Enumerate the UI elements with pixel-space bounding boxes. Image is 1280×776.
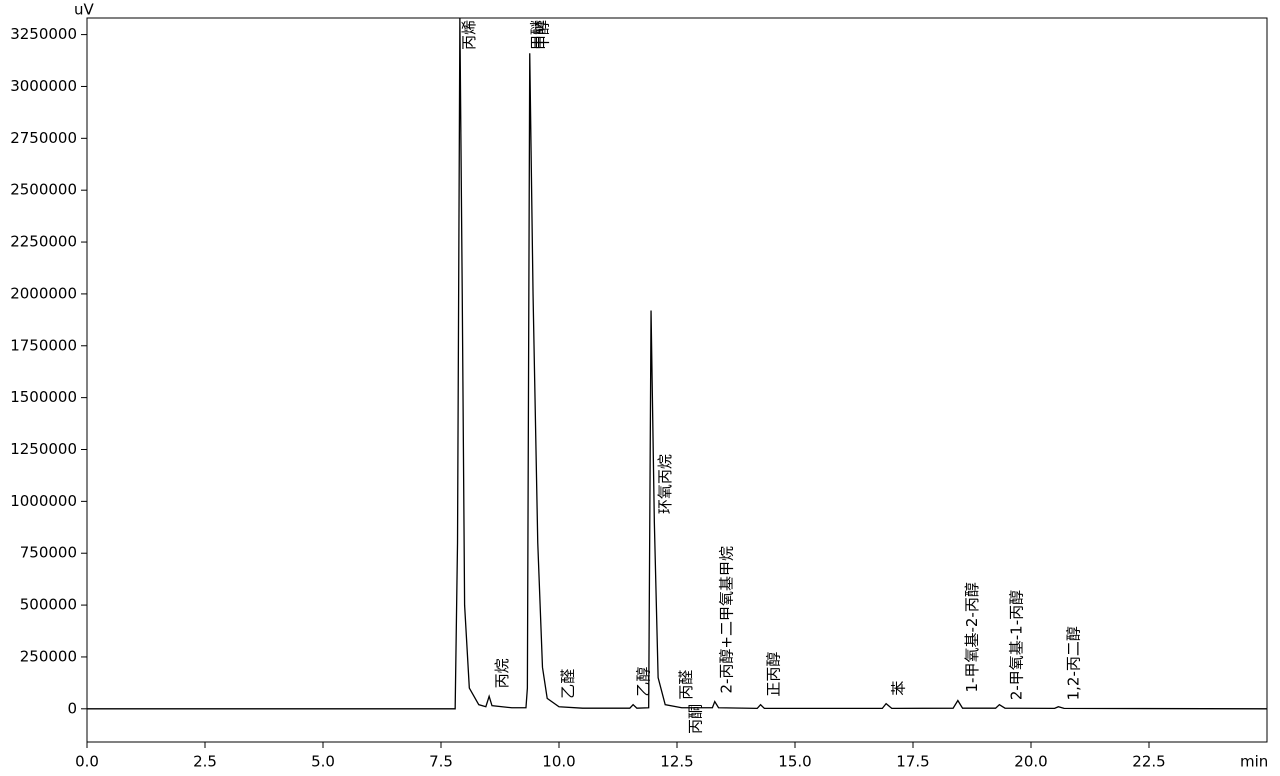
- x-unit: min: [1240, 753, 1268, 771]
- peak-label: 甲醚: [529, 20, 547, 50]
- x-tick-label: 7.5: [429, 753, 453, 771]
- y-tick-label: 500000: [20, 596, 77, 614]
- x-tick-label: 20.0: [1014, 753, 1047, 771]
- x-tick-label: 10.0: [542, 753, 575, 771]
- y-tick-label: 1250000: [10, 440, 77, 458]
- peak-label: 乙醇: [635, 667, 653, 697]
- y-tick-label: 250000: [20, 647, 77, 665]
- plot-frame: [86, 17, 1268, 743]
- peak-label: 2-丙醇+二甲氧基甲烷: [717, 546, 735, 694]
- y-tick-label: 2000000: [10, 284, 77, 302]
- x-tick-label: 2.5: [193, 753, 217, 771]
- y-tick-label: 2750000: [10, 129, 77, 147]
- y-tick-label: 0: [67, 699, 77, 717]
- x-tick-label: 22.5: [1132, 753, 1165, 771]
- peak-label: 1-甲氧基-2-丙醇: [963, 582, 981, 692]
- peak-label: 苯: [890, 681, 908, 696]
- x-tick-label: 12.5: [660, 753, 693, 771]
- peak-label: 丙酮: [687, 704, 705, 734]
- x-tick-label: 15.0: [778, 753, 811, 771]
- peak-label: 丙烯: [460, 20, 478, 50]
- y-tick-label: 1500000: [10, 388, 77, 406]
- peak-label: 环氧丙烷: [656, 454, 674, 514]
- peak-label: 丙烷: [493, 658, 511, 688]
- peak-label: 2-甲氧基-1-丙醇: [1008, 590, 1026, 700]
- x-tick-label: 17.5: [896, 753, 929, 771]
- peak-label: 1,2-丙二醇: [1064, 626, 1082, 700]
- y-tick-label: 750000: [20, 544, 77, 562]
- trace: [87, 17, 1268, 710]
- x-tick-label: 0.0: [75, 753, 99, 771]
- y-tick-label: 2250000: [10, 233, 77, 251]
- y-tick-label: 3000000: [10, 77, 77, 95]
- y-unit: uV: [74, 1, 95, 19]
- peak-label: 甲醇: [533, 20, 551, 50]
- y-tick-label: 1000000: [10, 492, 77, 510]
- y-tick-label: 3250000: [10, 25, 77, 43]
- peak-label: 丙醛: [677, 670, 695, 700]
- peak-label: 乙醛: [559, 669, 577, 699]
- peak-label: 正丙醇: [765, 652, 783, 697]
- y-tick-label: 2500000: [10, 181, 77, 199]
- y-tick-label: 1750000: [10, 336, 77, 354]
- x-tick-label: 5.0: [311, 753, 335, 771]
